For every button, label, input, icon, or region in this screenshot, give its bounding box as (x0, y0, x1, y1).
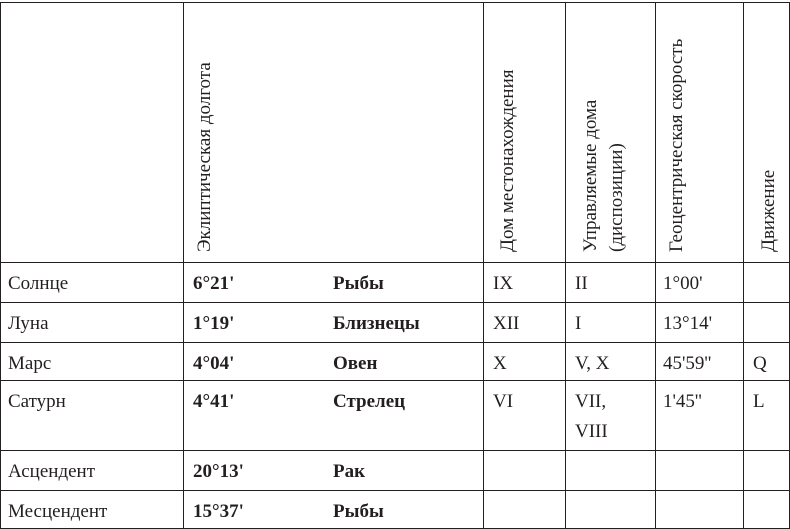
cell: Q (753, 353, 767, 374)
cell: Месцендент (8, 501, 108, 522)
grid-line (0, 2, 1, 529)
grid-line (565, 2, 566, 529)
grid-line (0, 450, 790, 451)
column-header: Эклиптическая долгота (194, 62, 215, 252)
cell: 20°13' (193, 461, 244, 482)
cell: Близнецы (333, 313, 420, 334)
grid-line (655, 2, 656, 529)
grid-line (183, 2, 184, 529)
cell: VI (493, 391, 514, 412)
cell: 45'59'' (663, 353, 712, 374)
cell: Луна (8, 313, 49, 334)
cell: 1'45'' (663, 391, 702, 412)
cell: 1°19' (193, 313, 235, 334)
cell: Рак (333, 461, 366, 482)
cell: V, X (575, 353, 610, 374)
cell: Рыбы (333, 501, 384, 522)
grid-line (743, 2, 744, 529)
grid-line (0, 490, 790, 491)
column-header: Геоцентрическая скорость (666, 38, 687, 252)
grid-line (0, 380, 790, 381)
cell: II (575, 273, 588, 294)
cell: 6°21' (193, 273, 235, 294)
cell: 4°41' (193, 391, 235, 412)
cell: X (493, 353, 507, 374)
grid-line (0, 302, 790, 303)
cell: Рыбы (333, 273, 384, 294)
column-header: Дом местонахождения (497, 69, 518, 253)
cell: 15°37' (193, 501, 244, 522)
cell: L (753, 391, 765, 412)
cell: Асцендент (8, 461, 96, 482)
cell: 4°04' (193, 353, 235, 374)
cell: Сатурн (8, 391, 66, 412)
cell: Солнце (8, 273, 69, 294)
cell: 1°00' (663, 273, 703, 294)
cell: IX (493, 273, 514, 294)
column-header: Движение (758, 169, 779, 252)
cell: 13°14' (663, 313, 713, 334)
cell: Стрелец (333, 391, 406, 412)
cell: I (575, 313, 582, 334)
column-header: Управляемые дома (диспозиции) (580, 99, 627, 252)
grid-line (0, 342, 790, 343)
cell: VII, VIII (575, 391, 608, 442)
grid-line (0, 262, 790, 263)
grid-line (483, 2, 484, 529)
cell: Овен (333, 353, 378, 374)
grid-line (0, 2, 790, 3)
cell: Марс (8, 353, 52, 374)
cell: XII (493, 313, 520, 334)
